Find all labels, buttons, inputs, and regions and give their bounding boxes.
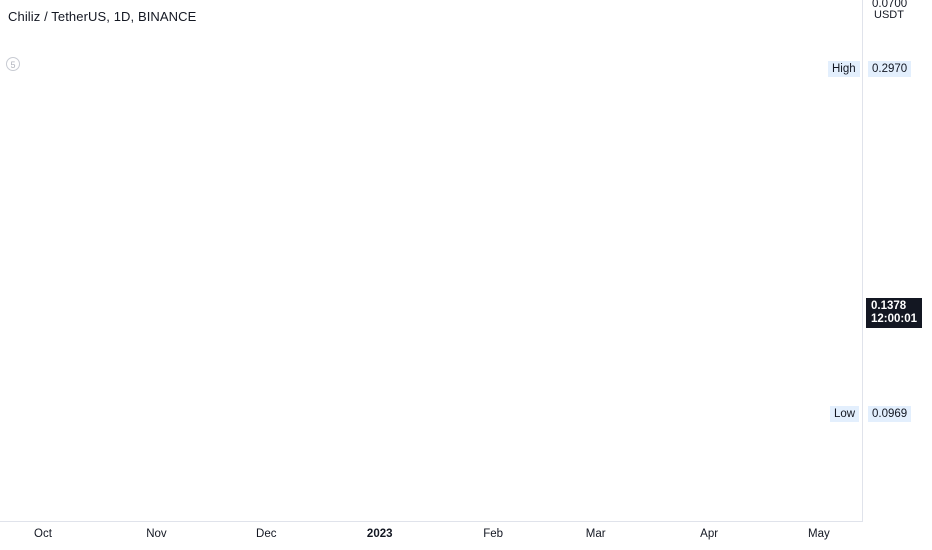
time-tick-label: Apr (700, 528, 719, 540)
price-axis-unit: USDT (874, 9, 904, 21)
high-value: 0.2970 (868, 61, 912, 77)
last-price-value: 0.1378 (871, 300, 907, 312)
time-tick-label: Oct (34, 528, 52, 540)
time-tick-label: Nov (146, 528, 167, 540)
time-tick-label: Feb (483, 528, 504, 540)
time-tick-label: Mar (585, 528, 606, 540)
high-label: High (828, 61, 860, 77)
wave-count-badge[interactable]: 5 (6, 57, 20, 71)
time-tick-label: 2023 (366, 528, 393, 540)
bar-countdown: 12:00:01 (871, 313, 918, 325)
time-tick-label: Dec (256, 528, 277, 540)
chart-title: Chiliz / TetherUS, 1D, BINANCE (8, 9, 197, 24)
time-tick-label: May (808, 528, 830, 540)
low-label: Low (830, 406, 860, 422)
last-price-tag: 0.1378 12:00:01 (866, 298, 923, 328)
low-value: 0.0969 (868, 406, 912, 422)
price-tick-label: 0.0700 (872, 0, 908, 10)
